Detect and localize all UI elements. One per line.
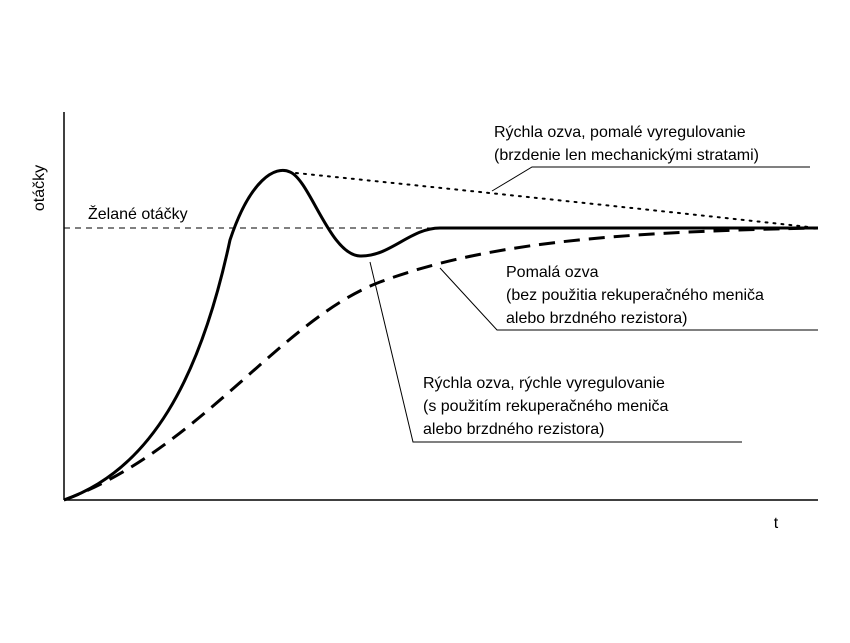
x-axis-label: t	[774, 515, 779, 532]
setpoint-label: Želané otáčky	[88, 204, 188, 223]
curve-fast-fast-settle	[63, 169, 818, 502]
curve-fast-slow-settle	[295, 172, 819, 229]
annotation-fast-slow-settle-line-2: (brzdenie len mechanickými stratami)	[494, 147, 759, 164]
annotation-fast-fast-settle-line-2: (s použitím rekuperačného meniča	[423, 398, 669, 415]
leader-fast-slow-settle	[491, 166, 810, 192]
leader-fast-fast-settle	[369, 261, 742, 443]
annotation-slow-response-line-3: alebo brzdného rezistora)	[506, 310, 687, 327]
annotation-fast-fast-settle: Rýchla ozva, rýchle vyregulovanie (s pou…	[423, 375, 673, 438]
curve-slow-response	[63, 226, 819, 502]
annotation-slow-response-line-1: Pomalá ozva	[506, 264, 599, 281]
y-axis-label: otáčky	[31, 165, 48, 211]
leader-slow-response	[439, 267, 818, 331]
annotation-slow-response-line-2: (bez použitia rekuperačného meniča	[506, 287, 764, 304]
annotation-fast-fast-settle-line-3: alebo brzdného rezistora)	[423, 421, 604, 438]
annotation-fast-slow-settle-line-1: Rýchla ozva, pomalé vyregulovanie	[494, 124, 746, 141]
annotation-slow-response: Pomalá ozva (bez použitia rekuperačného …	[506, 264, 768, 327]
annotation-fast-slow-settle: Rýchla ozva, pomalé vyregulovanie (brzde…	[494, 124, 759, 164]
annotation-fast-fast-settle-line-1: Rýchla ozva, rýchle vyregulovanie	[423, 375, 665, 392]
